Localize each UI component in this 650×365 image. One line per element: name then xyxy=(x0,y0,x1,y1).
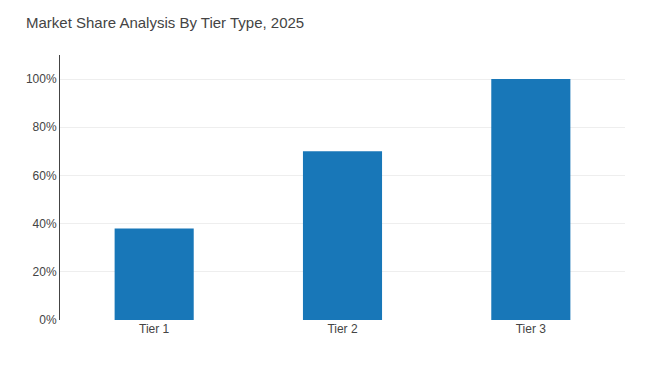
svg-text:Market Share Analysis By Tier: Market Share Analysis By Tier Type, 2025 xyxy=(26,14,304,31)
svg-text:80%: 80% xyxy=(33,120,57,134)
svg-text:Tier 3: Tier 3 xyxy=(516,322,547,336)
svg-text:40%: 40% xyxy=(33,217,57,231)
svg-text:Tier 2: Tier 2 xyxy=(327,322,358,336)
svg-text:100%: 100% xyxy=(26,72,57,86)
svg-text:60%: 60% xyxy=(33,169,57,183)
svg-text:20%: 20% xyxy=(33,265,57,279)
svg-text:Tier 1: Tier 1 xyxy=(139,322,170,336)
svg-text:0%: 0% xyxy=(39,313,57,327)
